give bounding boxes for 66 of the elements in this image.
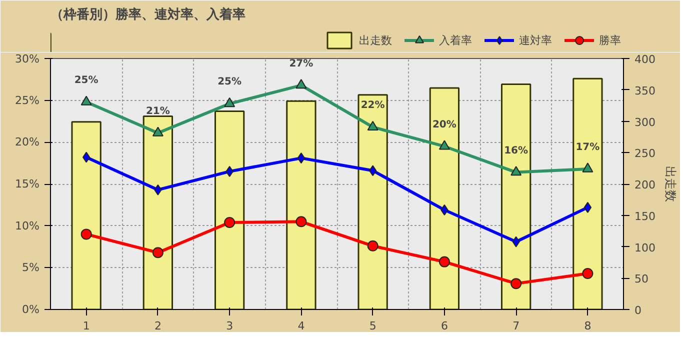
bar <box>500 83 532 310</box>
x-tick-label: 4 <box>298 320 305 332</box>
x-tick-label: 7 <box>512 320 520 332</box>
point <box>224 97 236 108</box>
point <box>510 166 522 176</box>
point <box>296 216 307 228</box>
point <box>438 140 450 150</box>
y2-tick-label: 100 <box>634 241 656 254</box>
point <box>510 278 522 290</box>
point <box>367 120 378 130</box>
data-label: 20% <box>432 119 456 130</box>
legend-label: 出走数 <box>359 32 392 48</box>
point <box>82 152 90 163</box>
data-label: 21% <box>146 106 170 117</box>
y2-tick-label: 50 <box>634 272 648 286</box>
data-label: 25% <box>218 76 242 88</box>
y-tick-label: 20% <box>15 136 40 149</box>
y2-tick-label: 250 <box>634 147 656 160</box>
point <box>224 216 236 228</box>
bar <box>358 94 388 310</box>
point <box>80 96 92 106</box>
x-tick-label: 2 <box>154 320 162 332</box>
point <box>152 247 164 258</box>
legend-label: 入着率 <box>439 32 472 48</box>
point <box>584 202 592 213</box>
x-tick-label: 6 <box>440 320 448 332</box>
bar <box>71 121 102 310</box>
point <box>297 152 306 164</box>
y-tick-label: 10% <box>15 219 40 232</box>
x-tick-label: 1 <box>82 320 90 332</box>
y2-tick-label: 300 <box>634 116 656 129</box>
data-label: 25% <box>74 75 98 86</box>
point <box>367 240 378 252</box>
legend-label: 勝率 <box>599 32 621 48</box>
data-label: 17% <box>576 142 600 153</box>
data-label: 27% <box>289 58 314 70</box>
y2-tick-label: 150 <box>634 210 656 223</box>
y2-tick-label: 200 <box>634 178 656 192</box>
point <box>438 256 450 268</box>
x-tick-label: 5 <box>369 320 376 332</box>
y-tick-label: 5% <box>22 261 40 274</box>
point <box>582 268 594 280</box>
point <box>582 162 594 172</box>
bar <box>142 115 174 310</box>
y-tick-label: 0% <box>22 303 40 316</box>
x-tick-label: 3 <box>226 320 234 332</box>
bar <box>286 100 316 310</box>
y-tick-label: 25% <box>15 94 40 107</box>
y-tick-label: 15% <box>15 178 40 190</box>
point <box>296 79 307 89</box>
data-label: 16% <box>504 145 528 156</box>
point <box>80 228 92 240</box>
y-tick-label: 30% <box>15 52 40 66</box>
y2-tick-label: 400 <box>634 53 656 66</box>
chart-title: （枠番別）勝率、連対率、入着率 <box>50 6 246 22</box>
x-tick-label: 8 <box>584 320 592 332</box>
bar <box>429 87 460 310</box>
data-label: 22% <box>360 100 385 112</box>
y2-tick-label: 350 <box>634 84 656 98</box>
y2-axis-title: 出走数 <box>663 166 678 202</box>
point <box>368 165 377 176</box>
y2-tick-label: 0 <box>634 304 642 317</box>
point <box>152 126 164 136</box>
bar <box>214 110 245 310</box>
bar <box>572 78 603 310</box>
legend-label: 連対率 <box>519 32 552 48</box>
